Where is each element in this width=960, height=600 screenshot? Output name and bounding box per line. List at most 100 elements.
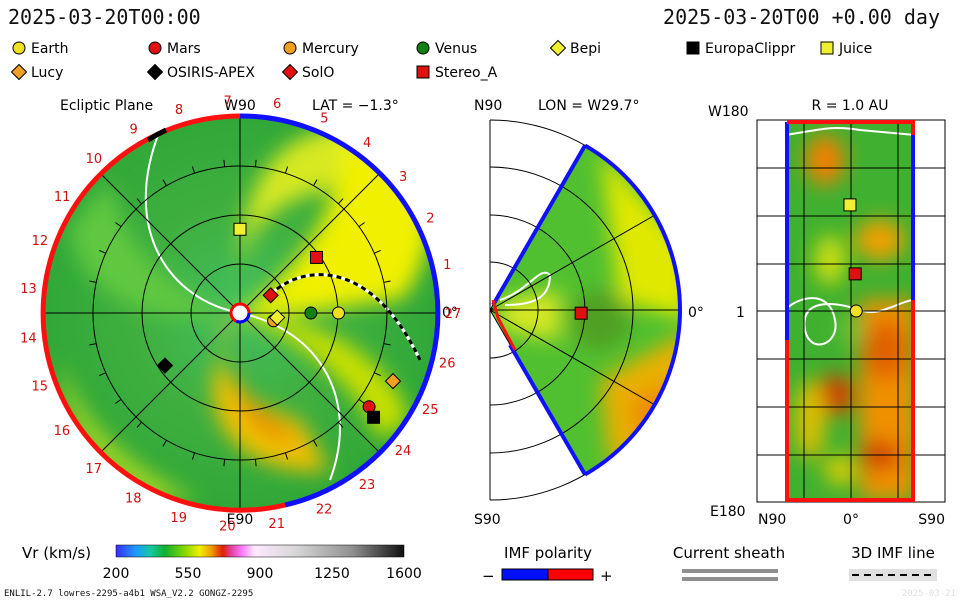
- sector-number: 26: [439, 356, 456, 371]
- current-sheath-title: Current sheath: [673, 544, 785, 562]
- meridional-markers: [574, 306, 588, 320]
- meridional-lon-label: LON = W29.7°: [538, 98, 639, 114]
- colorbar-tick-200: 200: [103, 566, 130, 582]
- ecliptic-top-label: W90: [224, 98, 256, 114]
- sector-number: 16: [54, 424, 71, 439]
- date-right: 2025-03-20T00 +0.00 day: [663, 5, 940, 29]
- meridional-top-label: N90: [474, 98, 502, 114]
- ecliptic-title: Ecliptic Plane: [60, 98, 153, 114]
- sector-number: 9: [129, 123, 137, 138]
- sector-number: 4: [363, 136, 371, 151]
- legend-label-lucy: Lucy: [31, 65, 63, 81]
- imf-negative-swatch: [501, 568, 549, 581]
- shell-mid-label: 1: [736, 305, 745, 321]
- legend-marker-europaclippr: [686, 41, 700, 55]
- shell-marker-earth: [849, 304, 863, 318]
- shell-marker-juice: [843, 198, 857, 212]
- ecliptic-marker-bepi: [268, 309, 286, 326]
- sector-number: 25: [422, 403, 439, 418]
- meridional-marker-stereo-a: [574, 306, 588, 320]
- legend-marker-bepi: [549, 39, 567, 57]
- legend-marker-mars: [148, 41, 162, 55]
- legend-label-europaclippr: EuropaClippr: [705, 41, 796, 57]
- sector-number: 11: [54, 190, 71, 205]
- shell-bottom-label: E180: [710, 504, 746, 520]
- imf-3d-line-legend: 3D IMF line: [849, 544, 937, 581]
- ecliptic-marker-venus: [304, 306, 318, 320]
- ecliptic-marker-europaclippr: [367, 410, 381, 424]
- current-sheath-legend: Current sheath: [673, 544, 785, 581]
- sector-number: 21: [268, 517, 285, 532]
- imf-polarity-legend: IMF polarity − +: [482, 544, 613, 585]
- sector-number: 24: [395, 444, 412, 459]
- meridional-right-label: 0°: [688, 305, 704, 321]
- shell-panel: R = 1.0 AU W180 1 E180: [708, 98, 946, 528]
- sector-number: 23: [359, 478, 376, 493]
- legend-marker-osiris-apex: [146, 63, 164, 81]
- sector-number: 15: [32, 380, 49, 395]
- imf-polarity-title: IMF polarity: [504, 544, 592, 562]
- date-left: 2025-03-20T00:00: [8, 5, 201, 29]
- shell-top-label: W180: [708, 104, 749, 120]
- legend-marker-mercury: [283, 41, 297, 55]
- sector-number: 12: [32, 234, 49, 249]
- ecliptic-marker-osiris-apex: [156, 357, 174, 374]
- sector-number: 8: [175, 103, 183, 118]
- legend-marker-venus: [416, 41, 430, 55]
- footer-left: ENLIL-2.7 lowres-2295-a4b1 WSA_V2.2 GONG…: [4, 589, 253, 599]
- sector-number: 18: [125, 491, 142, 506]
- ecliptic-marker-juice: [233, 222, 247, 236]
- shell-radius-label: R = 1.0 AU: [812, 98, 889, 114]
- meridional-bottom-label: S90: [474, 512, 501, 528]
- ecliptic-marker-earth: [332, 306, 345, 320]
- imf-3d-title: 3D IMF line: [851, 544, 935, 562]
- colorbar-tick-1600: 1600: [386, 566, 422, 582]
- meridional-panel: N90 LON = W29.7°: [474, 98, 704, 528]
- legend-label-venus: Venus: [435, 41, 477, 57]
- sector-number: 5: [320, 111, 328, 126]
- legend-label-bepi: Bepi: [570, 41, 601, 57]
- legend-label-mercury: Mercury: [302, 41, 359, 57]
- sector-number: 17: [85, 462, 102, 477]
- sector-number: 6: [273, 97, 281, 112]
- legend-marker-lucy: [10, 63, 28, 81]
- shell-marker-stereo-a: [848, 267, 862, 281]
- sector-number: 7: [224, 94, 232, 109]
- shell-x-left: N90: [758, 512, 786, 528]
- imf-positive-swatch: [547, 568, 594, 581]
- legend-marker-solo: [281, 63, 299, 81]
- colorbar-tick-1250: 1250: [314, 566, 350, 582]
- ecliptic-marker-lucy: [384, 372, 402, 390]
- colorbar-tick-550: 550: [175, 566, 202, 582]
- sector-number: 19: [170, 511, 187, 526]
- legend-marker-earth: [12, 41, 26, 55]
- legend-label-earth: Earth: [31, 41, 69, 57]
- sector-number: 13: [20, 282, 37, 297]
- legend-label-osiris-apex: OSIRIS-APEX: [167, 65, 255, 81]
- footer-right: 2025-03-21: [902, 589, 956, 599]
- ecliptic-panel: Ecliptic Plane W90 LAT = −1.3°: [20, 94, 461, 534]
- colorbar: Vr (km/s) 200 550 900 1250 1600: [22, 544, 422, 582]
- legend-label-stereo-a: Stereo_A: [435, 65, 498, 81]
- sector-number: 1: [443, 258, 451, 273]
- ecliptic-right-label: 0°: [442, 305, 458, 321]
- ecliptic-lat-label: LAT = −1.3°: [312, 98, 399, 114]
- ecliptic-markers: [156, 222, 402, 424]
- sector-number: 22: [316, 503, 333, 518]
- legend-label-mars: Mars: [167, 41, 201, 57]
- imf-minus: −: [482, 567, 495, 585]
- sector-number: 10: [86, 152, 103, 167]
- sector-number: 14: [20, 332, 37, 347]
- ecliptic-marker-stereo-a: [310, 250, 324, 264]
- sector-number: 27: [445, 307, 462, 322]
- sector-number: 2: [426, 211, 434, 226]
- shell-markers: [843, 198, 863, 318]
- imf-plus: +: [600, 567, 613, 585]
- legend-label-solo: SolO: [302, 65, 334, 81]
- legend-marker-juice: [820, 41, 834, 55]
- shell-x-mid: 0°: [843, 512, 859, 528]
- ecliptic-bottom-label: E90: [227, 512, 254, 528]
- object-legend: Earth Mars Mercury Venus Bepi EuropaClippr Jui…: [10, 39, 872, 81]
